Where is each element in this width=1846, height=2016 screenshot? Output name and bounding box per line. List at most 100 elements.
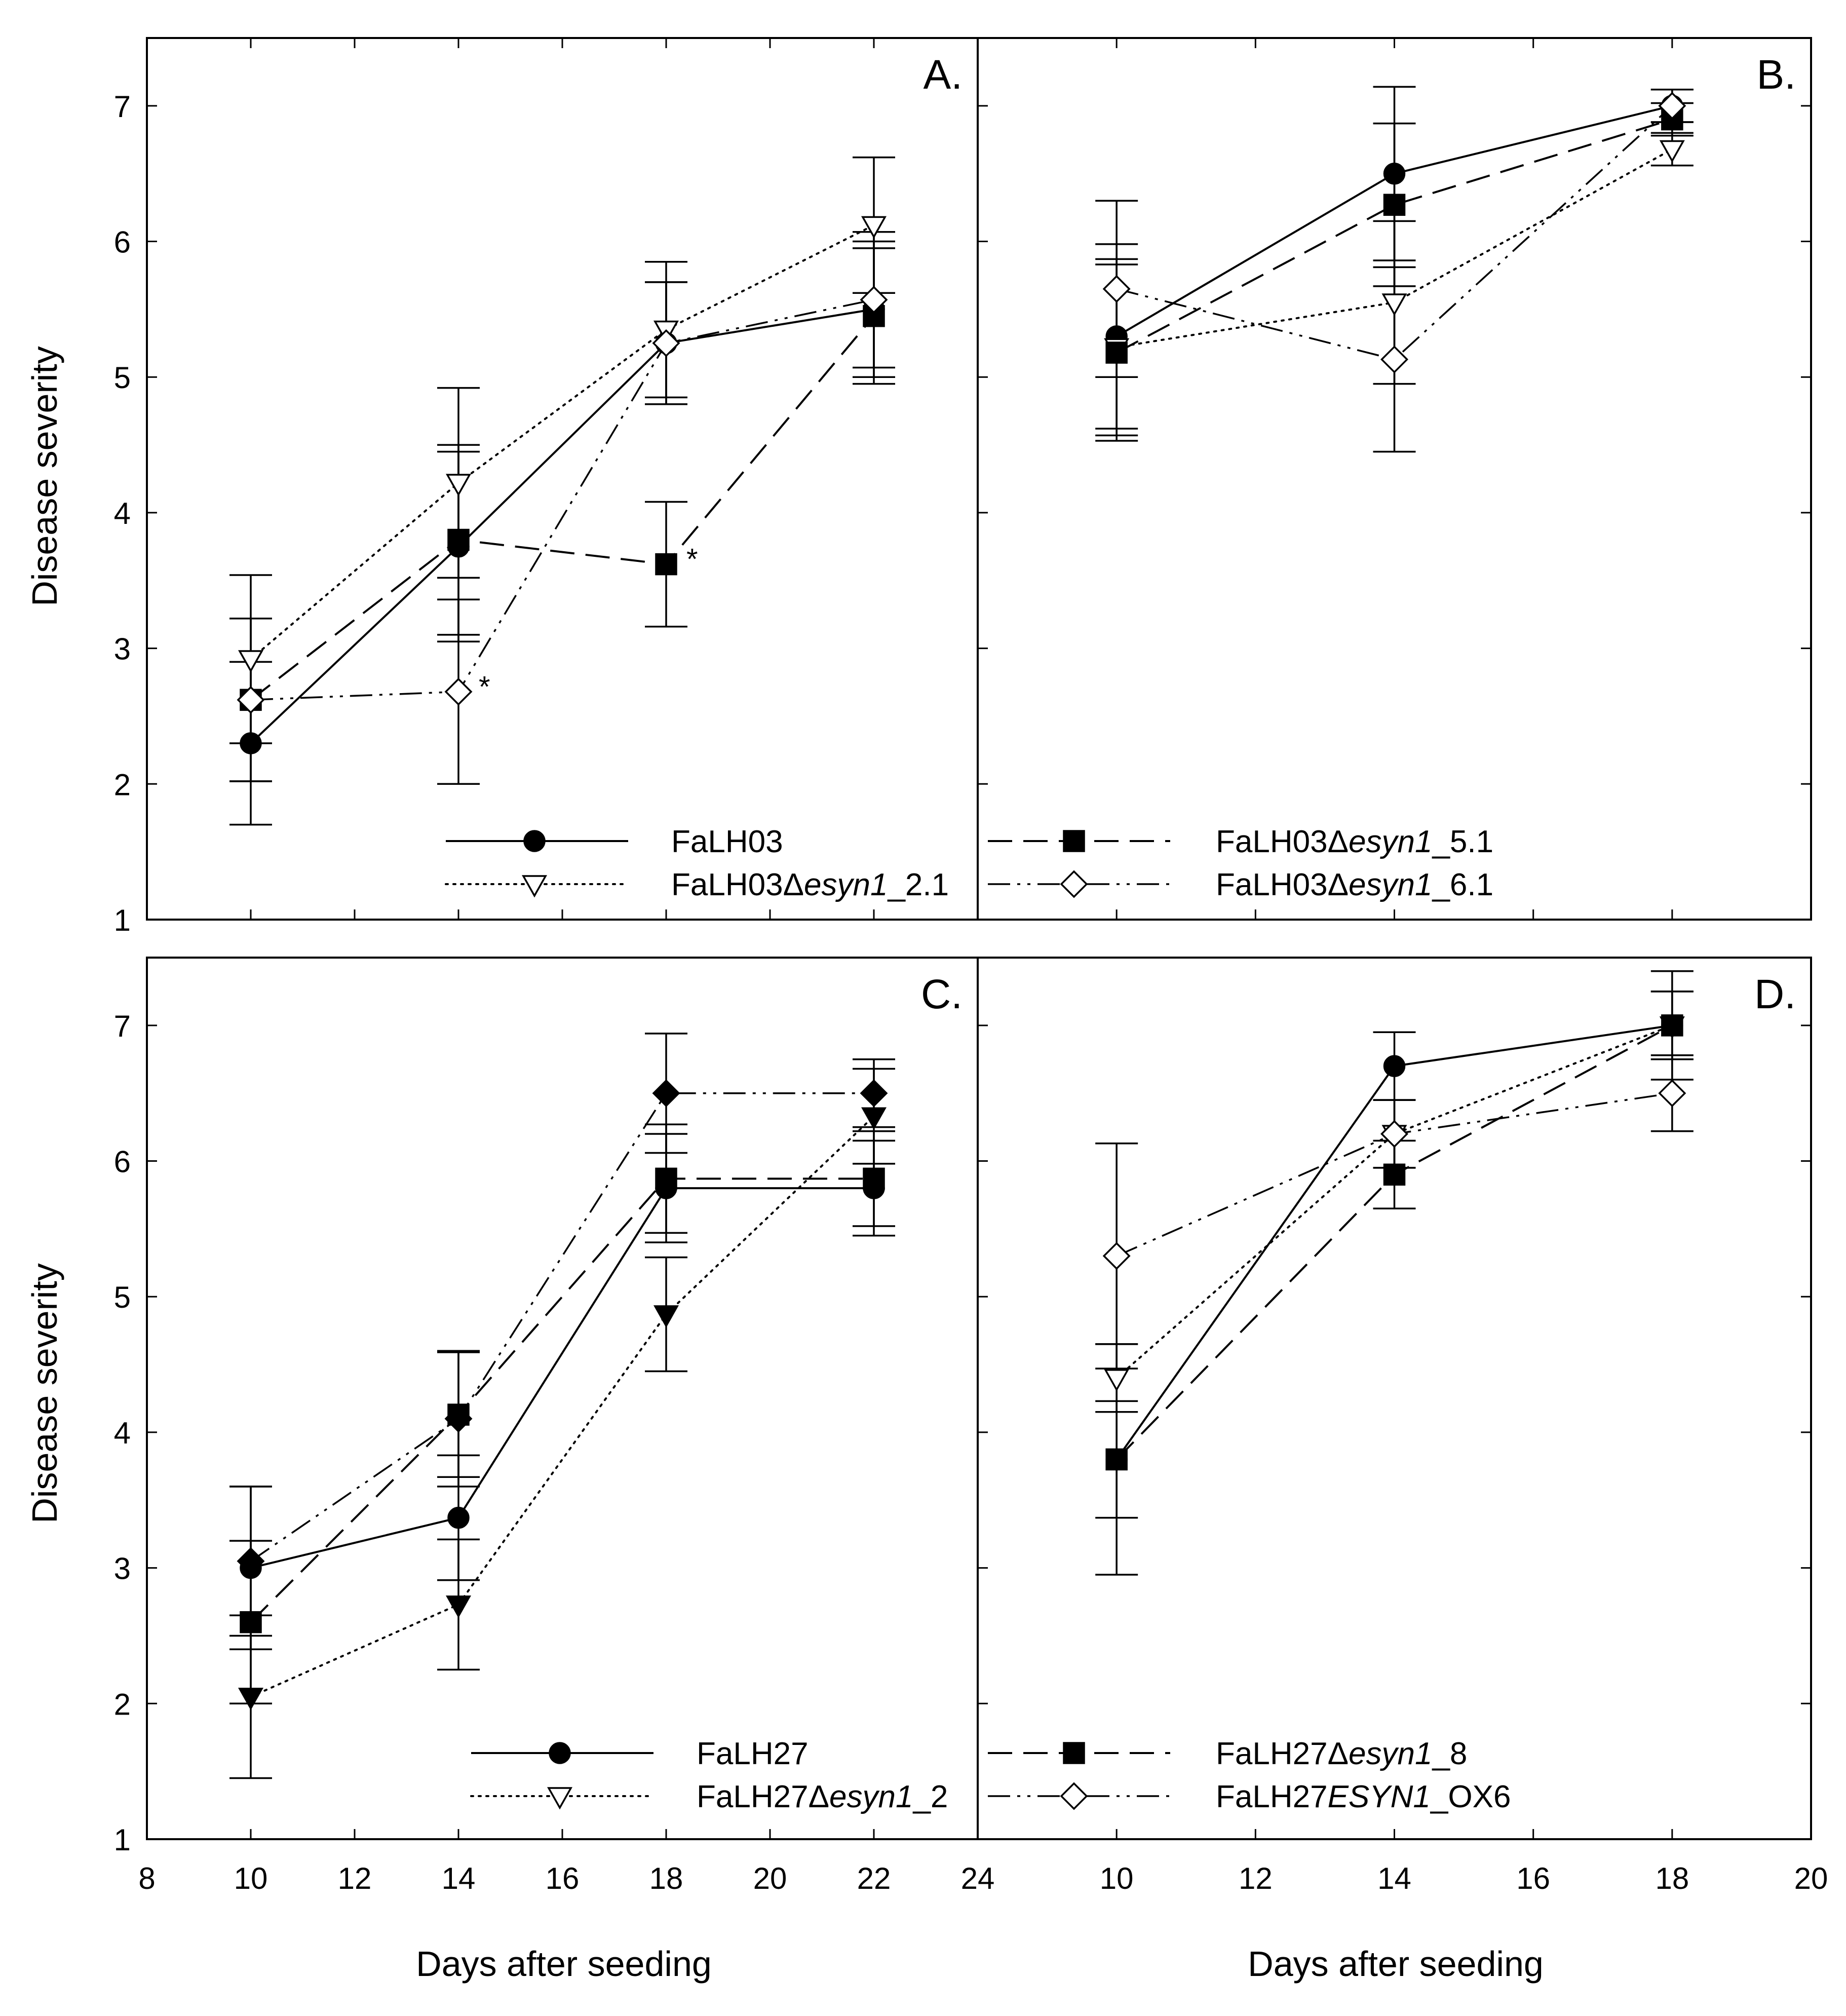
legend-item: FaLH27 <box>471 1736 809 1771</box>
legend-label-part: FaLH03 <box>671 824 783 859</box>
data-point-diamond <box>1102 275 1131 303</box>
legend-item: FaLH27Δesyn1_2 <box>470 1779 948 1814</box>
legend-label-part: FaLH27Δ <box>697 1779 829 1814</box>
data-point-diamond <box>652 1079 680 1108</box>
data-point-square <box>447 528 470 551</box>
legend-label: FaLH27 <box>697 1736 809 1771</box>
legend-label-part: _6.1 <box>1432 867 1493 902</box>
x-tick-label: 10 <box>1100 1861 1134 1895</box>
legend-label-part: _2 <box>912 1779 948 1814</box>
x-axis-label-left: Days after seeding <box>416 1944 712 1984</box>
data-point-triangle-down <box>861 216 887 239</box>
legend: FaLH03FaLH03Δesyn1_2.1FaLH03Δesyn1_5.1Fa… <box>445 824 1493 902</box>
legend-marker-square <box>1063 830 1085 852</box>
legend-label-part: FaLH27 <box>697 1736 809 1771</box>
panel-1: 1 2 3 4 5 6 7 A. * * <box>114 37 979 937</box>
legend-label-part: esyn1 <box>1349 1736 1432 1771</box>
data-point-circle <box>447 1506 470 1529</box>
significance-star: * <box>686 543 698 576</box>
data-point-diamond <box>652 329 680 357</box>
data-point-diamond <box>237 686 265 714</box>
panel-4: 10 12 14 16 18 20 D. <box>977 957 1828 1895</box>
data-point-diamond <box>444 677 473 706</box>
x-axis-label-right: Days after seeding <box>1248 1944 1544 1984</box>
legend-marker-circle <box>549 1742 571 1764</box>
x-tick-label: 20 <box>1794 1861 1828 1895</box>
data-point-triangle-down <box>1104 1369 1130 1392</box>
x-tick-label: 10 <box>234 1861 268 1895</box>
x-tick-label: 12 <box>338 1861 372 1895</box>
legend-marker-triangle-down <box>522 875 547 898</box>
data-point-triangle-down <box>238 650 263 673</box>
y-tick-label: 2 <box>114 1687 131 1721</box>
series-line <box>250 315 875 701</box>
data-point-square <box>863 1167 885 1190</box>
series-line <box>1116 105 1673 361</box>
legend-label-part: FaLH03Δ <box>671 867 804 902</box>
data-point-diamond <box>237 1547 265 1575</box>
y-axis-label-top: Disease severity <box>25 346 64 606</box>
panel-2: B. <box>977 37 1812 921</box>
legend-item: FaLH03Δesyn1_6.1 <box>988 867 1493 902</box>
legend-label: FaLH27ESYN1_OX6 <box>1216 1779 1511 1814</box>
y-axis-label-bottom: Disease severity <box>25 1263 64 1524</box>
data-point-square <box>240 1611 262 1633</box>
significance-star: * <box>479 670 490 703</box>
legend-item: FaLH03 <box>446 824 783 859</box>
x-tick-label: 24 <box>961 1861 995 1895</box>
y-tick-label: 4 <box>114 1416 131 1450</box>
legend-label-part: FaLH27Δ <box>1216 1736 1349 1771</box>
data-point-triangle-down <box>238 1688 263 1710</box>
x-tick-label: 18 <box>1655 1861 1689 1895</box>
series-line <box>1116 118 1673 354</box>
y-tick-label: 3 <box>114 1552 131 1586</box>
legend-marker-triangle-down <box>547 1787 572 1810</box>
legend-label: FaLH03Δesyn1_5.1 <box>1216 824 1493 859</box>
data-point-diamond <box>860 286 888 314</box>
legend-label-part: FaLH27 <box>1216 1779 1328 1814</box>
x-tick-label: 22 <box>857 1861 891 1895</box>
series-line <box>250 1187 874 1569</box>
data-point-diamond <box>1658 1079 1686 1108</box>
data-point-diamond <box>1102 1242 1131 1270</box>
series-line <box>250 1115 875 1698</box>
legend-item: FaLH27Δesyn1_8 <box>988 1736 1467 1771</box>
legend-label: FaLH27Δesyn1_2 <box>697 1779 948 1814</box>
y-tick-label: 4 <box>114 497 131 530</box>
legend-item: FaLH03Δesyn1_2.1 <box>445 867 949 902</box>
panel-label: A. <box>924 52 963 98</box>
y-tick-label: 2 <box>114 768 131 802</box>
x-tick-label: 12 <box>1239 1861 1273 1895</box>
legend-label-part: _OX6 <box>1430 1779 1511 1814</box>
legend-label-part: _8 <box>1432 1736 1467 1771</box>
y-tick-label: 6 <box>114 1145 131 1179</box>
data-point-diamond <box>860 1079 888 1108</box>
y-tick-label: 5 <box>114 1280 131 1314</box>
y-tick-label: 3 <box>114 632 131 666</box>
legend-label-part: _5.1 <box>1432 824 1493 859</box>
legend-label-part: FaLH03Δ <box>1216 867 1349 902</box>
legend-label-part: FaLH03Δ <box>1216 824 1349 859</box>
legend-label-part: esyn1 <box>1349 824 1432 859</box>
data-point-circle <box>240 732 262 754</box>
y-tick-label: 7 <box>114 1009 131 1043</box>
data-point-triangle-down <box>653 1305 679 1328</box>
x-tick-label: 20 <box>753 1861 787 1895</box>
data-point-square <box>655 1167 677 1190</box>
legend-label-part: esyn1 <box>829 1779 913 1814</box>
legend-label: FaLH03Δesyn1_2.1 <box>671 867 949 902</box>
data-point-square <box>655 553 677 576</box>
x-tick-label: 16 <box>546 1861 580 1895</box>
x-tick-label: 14 <box>442 1861 476 1895</box>
y-tick-label: 1 <box>114 903 131 937</box>
series-line <box>250 224 875 661</box>
legend-marker-diamond <box>1060 870 1088 898</box>
legend-label-part: _2.1 <box>887 867 949 902</box>
data-point-square <box>1105 341 1128 364</box>
series-line <box>250 1177 874 1623</box>
x-tick-label: 18 <box>649 1861 683 1895</box>
data-point-diamond <box>444 1404 473 1433</box>
data-point-square <box>1105 1448 1128 1471</box>
